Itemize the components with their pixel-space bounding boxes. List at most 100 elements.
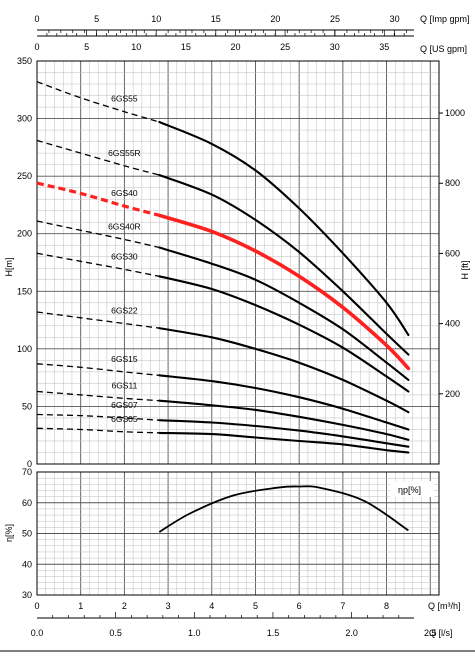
curve-label-6gs15: 6GS15	[111, 354, 138, 364]
imp-gpm-tick-label: 25	[330, 14, 340, 24]
curve-6gs15	[158, 374, 410, 431]
curve-6gs55r	[158, 173, 410, 356]
efficiency-curves	[158, 485, 409, 533]
m3h-tick-label: 8	[384, 601, 389, 611]
head-y-tick-label: 50	[22, 401, 32, 411]
m3h-tick-label: 4	[209, 601, 214, 611]
ls-axis-label: Q [l/s]	[429, 628, 453, 638]
imp-gpm-tick-label: 10	[151, 14, 161, 24]
us-gpm-tick-label: 10	[131, 42, 141, 52]
head-y2-tick-labels: 200 400 600 800 1000	[439, 108, 465, 399]
head-y-axis-label: H[m]	[4, 258, 14, 277]
head-y-tick-label: 300	[17, 114, 32, 124]
curve-label-6gs30: 6GS30	[111, 251, 138, 261]
curve-6gs40	[157, 213, 411, 371]
head-y2-tick-label: 400	[445, 319, 460, 329]
m3h-tick-label: 2	[122, 601, 127, 611]
curve-label-6gs07: 6GS07	[111, 400, 138, 410]
efficiency-plot: 30 40 50 60 70 η[%] ηp[%]	[4, 467, 440, 600]
ls-tick-labels: 0.0 0.5 1.0 1.5 2.0 2.5	[31, 612, 437, 638]
efficiency-curve	[158, 485, 409, 533]
head-y-tick-label: 200	[17, 229, 32, 239]
efficiency-y-tick-labels: 30 40 50 60 70	[22, 467, 32, 600]
curve-6gs40-extrapolated	[36, 181, 160, 217]
curve-6gs05	[158, 431, 410, 454]
head-y2-axis-label: H [ft]	[460, 260, 470, 279]
us-gpm-tick-label: 15	[181, 42, 191, 52]
ls-tick-label: 2.0	[345, 628, 358, 638]
curve-label-6gs55r: 6GS55R	[108, 148, 141, 158]
bottom-m3h-axis: 0 1 2 3 4 5 6 7 8 Q [m³/h]	[34, 601, 460, 611]
curve-6gs11	[158, 399, 410, 441]
top-us-gpm-axis: 0 5 10 15 20 25 30 35 Q [US gpm]	[34, 30, 467, 54]
m3h-axis-label: Q [m³/h]	[428, 601, 461, 611]
us-gpm-tick-label: 30	[330, 42, 340, 52]
top-imp-gpm-axis: 0 5 10 15 20 25 30 Q [Imp gpm]	[34, 14, 470, 36]
head-y-tick-label: 150	[17, 286, 32, 296]
head-y-tick-label: 250	[17, 171, 32, 181]
us-gpm-tick-label: 35	[379, 42, 389, 52]
head-curves: 6GS55 6GS55R 6GS40 6GS40R 6GS30 6GS22 6GS15 6GS…	[36, 81, 411, 454]
ls-tick-label: 1.0	[188, 628, 201, 638]
head-plot-frame	[36, 60, 440, 465]
ls-tick-label: 2.5	[424, 628, 437, 638]
us-gpm-tick-label: 5	[84, 42, 89, 52]
curve-6gs22	[158, 327, 410, 414]
imp-gpm-tick-label: 20	[270, 14, 280, 24]
us-gpm-tick-label: 0	[34, 42, 39, 52]
m3h-tick-label: 7	[340, 601, 345, 611]
efficiency-y-axis-label: η[%]	[4, 524, 14, 542]
efficiency-y-tick-label: 50	[22, 529, 32, 539]
us-gpm-tick-label: 20	[230, 42, 240, 52]
m3h-tick-label: 6	[297, 601, 302, 611]
imp-gpm-tick-label: 5	[94, 14, 99, 24]
imp-gpm-tick-group: 0 5 10 15 20 25 30	[34, 14, 407, 36]
head-grid	[37, 61, 439, 464]
head-y2-tick-label: 1000	[445, 108, 465, 118]
efficiency-grid	[37, 472, 439, 595]
efficiency-y-tick-label: 60	[22, 498, 32, 508]
curve-6gs55	[158, 120, 410, 337]
curve-6gs40r	[158, 246, 410, 381]
curve-6gs55-extrapolated	[36, 81, 160, 123]
m3h-tick-labels: 0 1 2 3 4 5 6 7 8	[34, 601, 389, 611]
m3h-tick-label: 1	[78, 601, 83, 611]
head-y-tick-label: 100	[17, 344, 32, 354]
us-gpm-tick-group: 0 5 10 15 20 25 30 35	[34, 30, 405, 52]
head-y2-tick-label: 200	[445, 389, 460, 399]
ls-tick-label: 1.5	[267, 628, 280, 638]
curve-label-6gs05: 6GS05	[111, 414, 138, 424]
curve-label-6gs22: 6GS22	[111, 306, 138, 316]
head-plot: 0 50 100 150 200 250 300 350 200 400 600 800 1000 H…	[4, 56, 470, 469]
efficiency-plot-frame	[36, 471, 440, 596]
head-y-tick-label: 350	[17, 56, 32, 66]
curve-6gs40r-extrapolated	[36, 220, 160, 249]
m3h-tick-label: 3	[166, 601, 171, 611]
head-y2-tick-label: 600	[445, 248, 460, 258]
imp-gpm-tick-label: 0	[34, 14, 39, 24]
imp-gpm-tick-label: 15	[211, 14, 221, 24]
us-gpm-tick-label: 25	[280, 42, 290, 52]
imp-gpm-tick-label: 30	[390, 14, 400, 24]
ls-tick-label: 0.0	[31, 628, 44, 638]
imp-gpm-axis-label: Q [Imp gpm]	[420, 14, 470, 24]
efficiency-legend-box	[390, 481, 434, 497]
efficiency-y-tick-label: 40	[22, 559, 32, 569]
curve-6gs07	[158, 419, 410, 448]
efficiency-legend-label: ηp[%]	[398, 485, 421, 495]
curve-label-6gs11: 6GS11	[111, 380, 137, 390]
head-y-tick-labels: 0 50 100 150 200 250 300 350	[17, 56, 32, 469]
curve-label-6gs55: 6GS55	[111, 94, 138, 104]
efficiency-y-tick-label: 30	[22, 590, 32, 600]
curve-6gs30	[158, 275, 410, 393]
head-y-tick-label: 0	[27, 459, 32, 469]
us-gpm-axis-label: Q [US gpm]	[420, 44, 467, 54]
m3h-tick-label: 5	[253, 601, 258, 611]
curve-6gs55r-extrapolated	[36, 139, 160, 176]
head-y2-tick-label: 800	[445, 178, 460, 188]
m3h-tick-label: 0	[34, 601, 39, 611]
efficiency-y-tick-label: 70	[22, 467, 32, 477]
bottom-ls-axis: 0.0 0.5 1.0 1.5 2.0 2.5 Q [l/s]	[31, 612, 453, 638]
curve-label-6gs40: 6GS40	[111, 188, 138, 198]
